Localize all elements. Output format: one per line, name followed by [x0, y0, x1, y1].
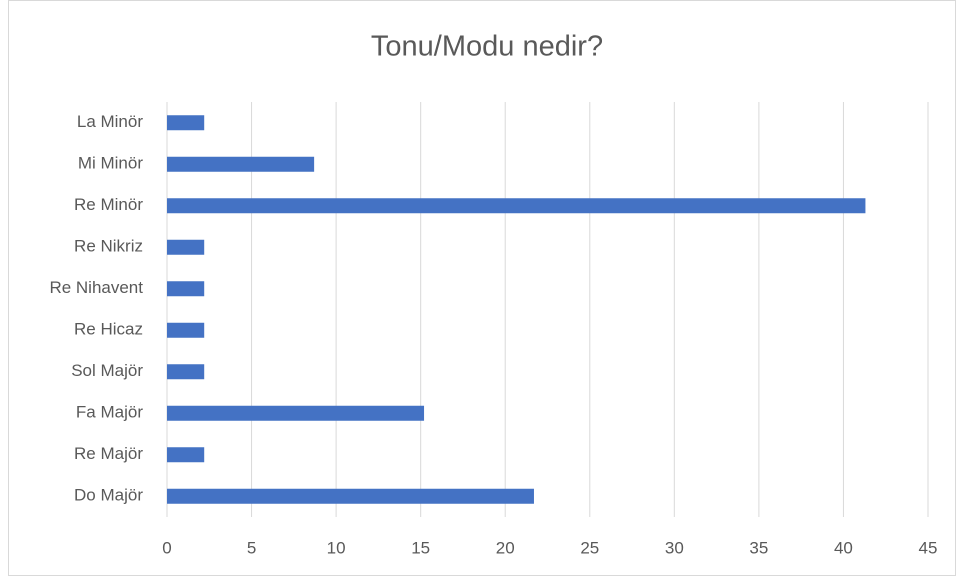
y-tick-label: Fa Majör: [76, 403, 143, 422]
bar: [167, 488, 534, 504]
y-tick-label: Do Majör: [74, 486, 143, 505]
chart-border: [8, 0, 956, 576]
bar: [167, 364, 205, 380]
bar: [167, 405, 425, 421]
y-tick-label: Sol Majör: [71, 361, 143, 380]
x-tick-label: 10: [327, 538, 346, 557]
y-tick-label: Re Majör: [74, 444, 143, 463]
bar: [167, 447, 205, 463]
bar: [167, 115, 205, 131]
x-tick-label: 45: [919, 538, 938, 557]
x-tick-label: 25: [580, 538, 599, 557]
y-tick-label: La Minör: [77, 112, 143, 131]
y-tick-label: Re Hicaz: [74, 320, 143, 339]
y-tick-label: Re Nihavent: [49, 278, 143, 297]
x-tick-label: 20: [496, 538, 515, 557]
x-tick-label: 40: [834, 538, 853, 557]
bar: [167, 198, 866, 214]
bar: [167, 281, 205, 297]
y-tick-label: Re Minör: [74, 195, 143, 214]
x-tick-label: 15: [411, 538, 430, 557]
chart-title: Tonu/Modu nedir?: [371, 31, 603, 63]
x-tick-label: 30: [665, 538, 684, 557]
x-tick-label: 5: [247, 538, 256, 557]
bar: [167, 322, 205, 338]
y-tick-label: Mi Minör: [78, 154, 144, 173]
bar: [167, 239, 205, 255]
x-tick-label: 35: [749, 538, 768, 557]
x-tick-label: 0: [162, 538, 171, 557]
bar: [167, 156, 315, 172]
y-tick-label: Re Nikriz: [74, 237, 143, 256]
